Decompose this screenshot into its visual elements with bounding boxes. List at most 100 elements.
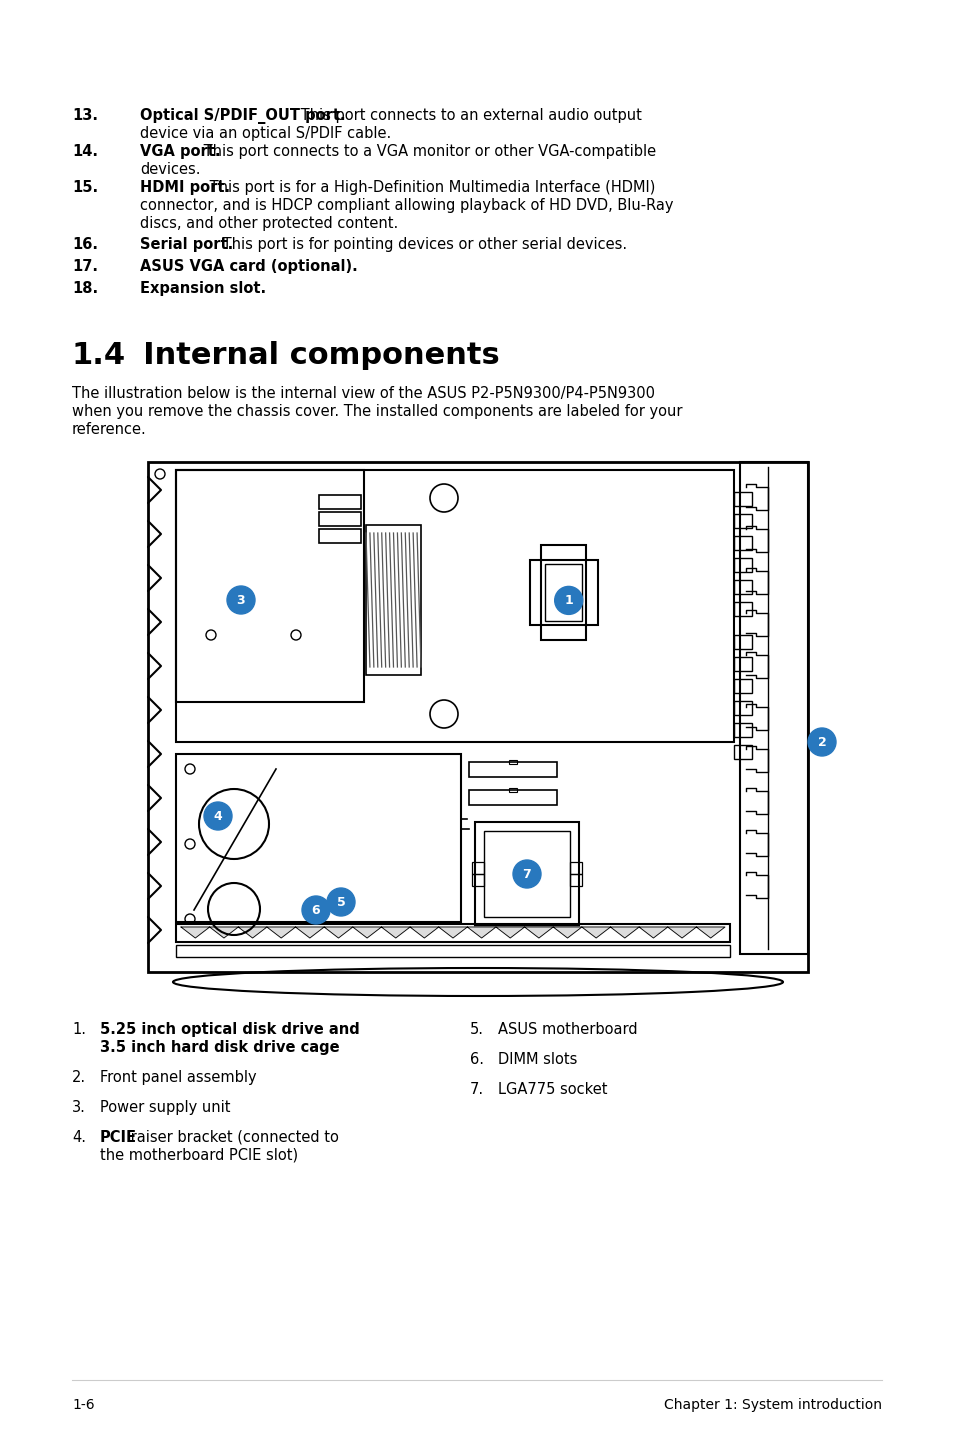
Text: 3.: 3.	[71, 1100, 86, 1114]
Circle shape	[807, 728, 835, 756]
Polygon shape	[610, 928, 639, 938]
Text: raiser bracket (connected to: raiser bracket (connected to	[126, 1130, 338, 1145]
Text: Serial port.: Serial port.	[140, 237, 233, 252]
Bar	[733, 536, 751, 549]
Text: 14.: 14.	[71, 144, 98, 160]
Text: DIMM slots: DIMM slots	[497, 1053, 577, 1067]
Circle shape	[204, 802, 232, 830]
Bar	[483, 831, 569, 917]
Circle shape	[302, 896, 330, 925]
Bar	[509, 788, 517, 792]
Text: 18.: 18.	[71, 280, 98, 296]
Text: 4.: 4.	[71, 1130, 86, 1145]
Text: This port is for a High-Definition Multimedia Interface (HDMI): This port is for a High-Definition Multi…	[205, 180, 655, 196]
Circle shape	[227, 587, 254, 614]
Text: LGA775 socket: LGA775 socket	[497, 1081, 607, 1097]
Polygon shape	[496, 928, 524, 938]
Polygon shape	[210, 928, 238, 938]
Circle shape	[327, 889, 355, 916]
Bar	[733, 745, 751, 759]
Text: 3: 3	[236, 594, 245, 607]
Text: 5: 5	[336, 896, 345, 909]
Polygon shape	[524, 928, 553, 938]
Text: This port is for pointing devices or other serial devices.: This port is for pointing devices or oth…	[218, 237, 626, 252]
Polygon shape	[696, 928, 724, 938]
Bar	[733, 636, 751, 649]
Bar	[733, 657, 751, 672]
Text: Chapter 1: System introduction: Chapter 1: System introduction	[663, 1398, 882, 1412]
Bar	[175, 470, 733, 742]
Bar	[733, 513, 751, 528]
Text: 6.: 6.	[470, 1053, 483, 1067]
Text: connector, and is HDCP compliant allowing playback of HD DVD, Blu-Ray: connector, and is HDCP compliant allowin…	[140, 198, 673, 213]
Text: HDMI port.: HDMI port.	[140, 180, 230, 196]
Text: devices.: devices.	[140, 162, 200, 177]
Circle shape	[554, 587, 582, 614]
Text: discs, and other protected content.: discs, and other protected content.	[140, 216, 397, 232]
Text: 2: 2	[817, 735, 825, 749]
Polygon shape	[295, 928, 324, 938]
Bar	[569, 874, 581, 886]
Polygon shape	[238, 928, 267, 938]
Text: PCIE: PCIE	[100, 1130, 137, 1145]
Text: 5.25 inch optical disk drive and: 5.25 inch optical disk drive and	[100, 1022, 359, 1037]
Bar	[175, 945, 729, 958]
Polygon shape	[410, 928, 438, 938]
Bar	[569, 861, 581, 874]
Text: 4: 4	[213, 810, 222, 823]
Polygon shape	[181, 928, 210, 938]
Text: This port connects to a VGA monitor or other VGA-compatible: This port connects to a VGA monitor or o…	[198, 144, 655, 160]
Bar	[509, 761, 517, 764]
Circle shape	[513, 860, 540, 889]
Bar	[540, 545, 585, 640]
Text: 1-6: 1-6	[71, 1398, 94, 1412]
Text: 2.: 2.	[71, 1070, 86, 1086]
Text: 13.: 13.	[71, 108, 98, 124]
Text: Expansion slot.: Expansion slot.	[140, 280, 266, 296]
Bar	[733, 558, 751, 572]
Bar	[175, 925, 729, 942]
Text: reference.: reference.	[71, 421, 147, 437]
Polygon shape	[381, 928, 410, 938]
Text: 16.: 16.	[71, 237, 98, 252]
Bar	[175, 754, 460, 922]
Text: This port connects to an external audio output: This port connects to an external audio …	[296, 108, 641, 124]
Text: when you remove the chassis cover. The installed components are labeled for your: when you remove the chassis cover. The i…	[71, 404, 681, 418]
Bar	[733, 723, 751, 738]
Text: 7: 7	[522, 867, 531, 880]
Text: 6: 6	[312, 903, 320, 916]
Polygon shape	[353, 928, 381, 938]
Text: 1: 1	[564, 594, 573, 607]
Text: Internal components: Internal components	[122, 341, 499, 370]
Polygon shape	[267, 928, 295, 938]
Text: 3.5 inch hard disk drive cage: 3.5 inch hard disk drive cage	[100, 1040, 339, 1055]
Bar	[318, 529, 360, 544]
Text: device via an optical S/PDIF cable.: device via an optical S/PDIF cable.	[140, 127, 391, 141]
Bar	[740, 462, 807, 953]
Bar	[366, 525, 420, 674]
Bar	[472, 874, 483, 886]
Text: VGA port.: VGA port.	[140, 144, 220, 160]
Polygon shape	[639, 928, 667, 938]
Text: Front panel assembly: Front panel assembly	[100, 1070, 256, 1086]
Text: 1.: 1.	[71, 1022, 86, 1037]
Bar	[469, 762, 557, 777]
Bar	[469, 789, 557, 805]
Polygon shape	[324, 928, 353, 938]
Polygon shape	[667, 928, 696, 938]
Bar	[148, 462, 807, 972]
Text: The illustration below is the internal view of the ASUS P2-P5N9300/P4-P5N9300: The illustration below is the internal v…	[71, 385, 655, 401]
Bar	[175, 470, 364, 702]
Bar	[318, 512, 360, 526]
Text: 5.: 5.	[470, 1022, 483, 1037]
Bar	[529, 559, 598, 626]
Text: Optical S/PDIF_OUT port.: Optical S/PDIF_OUT port.	[140, 108, 345, 124]
Text: ASUS motherboard: ASUS motherboard	[497, 1022, 637, 1037]
Bar	[733, 580, 751, 594]
Text: 1.4: 1.4	[71, 341, 126, 370]
Bar	[733, 700, 751, 715]
Bar	[544, 564, 581, 621]
Polygon shape	[581, 928, 610, 938]
Bar	[472, 861, 483, 874]
Bar	[733, 603, 751, 615]
